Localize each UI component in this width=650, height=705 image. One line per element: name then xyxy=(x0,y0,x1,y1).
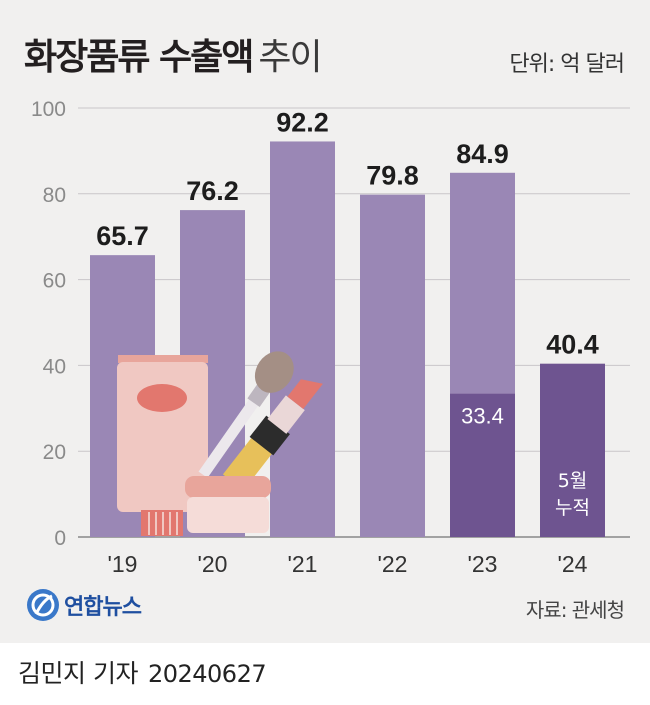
y-tick-label: 100 xyxy=(31,98,66,121)
value-label: 76.2 xyxy=(186,176,239,206)
partial-value-label: 33.4 xyxy=(461,404,504,429)
y-tick-label: 20 xyxy=(43,441,66,464)
x-tick-label: '22 xyxy=(378,551,408,577)
footer-band xyxy=(0,643,650,705)
byline: 김민지 기자 20240627 xyxy=(18,654,267,690)
bar xyxy=(360,194,425,537)
reporter-name: 김민지 기자 xyxy=(18,659,138,688)
bar xyxy=(270,141,335,537)
title-main: 화장품류 수출액 xyxy=(24,37,254,78)
y-tick-label: 80 xyxy=(43,184,66,207)
value-label: 92.2 xyxy=(276,107,329,137)
y-tick-label: 0 xyxy=(54,527,66,550)
x-axis-ticks: '19 '20 '21 '22 '23 '24 xyxy=(108,551,588,577)
logo-text: 연합뉴스 xyxy=(64,595,142,620)
logo: 연합뉴스 xyxy=(26,588,142,622)
y-tick-label: 60 xyxy=(43,270,66,293)
source-label: 자료: 관세청 xyxy=(525,598,625,622)
partial-bar xyxy=(450,393,515,537)
annotation-line: 5월 xyxy=(558,470,588,492)
x-tick-label: '23 xyxy=(468,551,498,577)
value-label: 65.7 xyxy=(96,221,149,251)
x-tick-label: '21 xyxy=(288,551,318,577)
value-label: 79.8 xyxy=(366,161,419,191)
unit-label: 단위: 억 달러 xyxy=(509,52,625,77)
x-tick-label: '20 xyxy=(198,551,228,577)
title-sub: 추이 xyxy=(258,37,322,78)
yonhap-logo-icon xyxy=(27,589,59,621)
chart-title: 화장품류 수출액 추이 xyxy=(24,28,323,78)
publish-date: 20240627 xyxy=(147,660,267,688)
x-tick-label: '24 xyxy=(558,551,588,577)
cosmetics-illustration-icon xyxy=(117,351,323,536)
value-label: 40.4 xyxy=(546,330,599,360)
x-tick-label: '19 xyxy=(108,551,138,577)
value-label: 84.9 xyxy=(456,139,509,169)
y-tick-label: 40 xyxy=(43,355,66,378)
bar xyxy=(540,363,605,537)
y-axis-ticks: 0 20 40 60 80 100 xyxy=(31,98,66,550)
annotation-line: 누적 xyxy=(555,497,590,519)
